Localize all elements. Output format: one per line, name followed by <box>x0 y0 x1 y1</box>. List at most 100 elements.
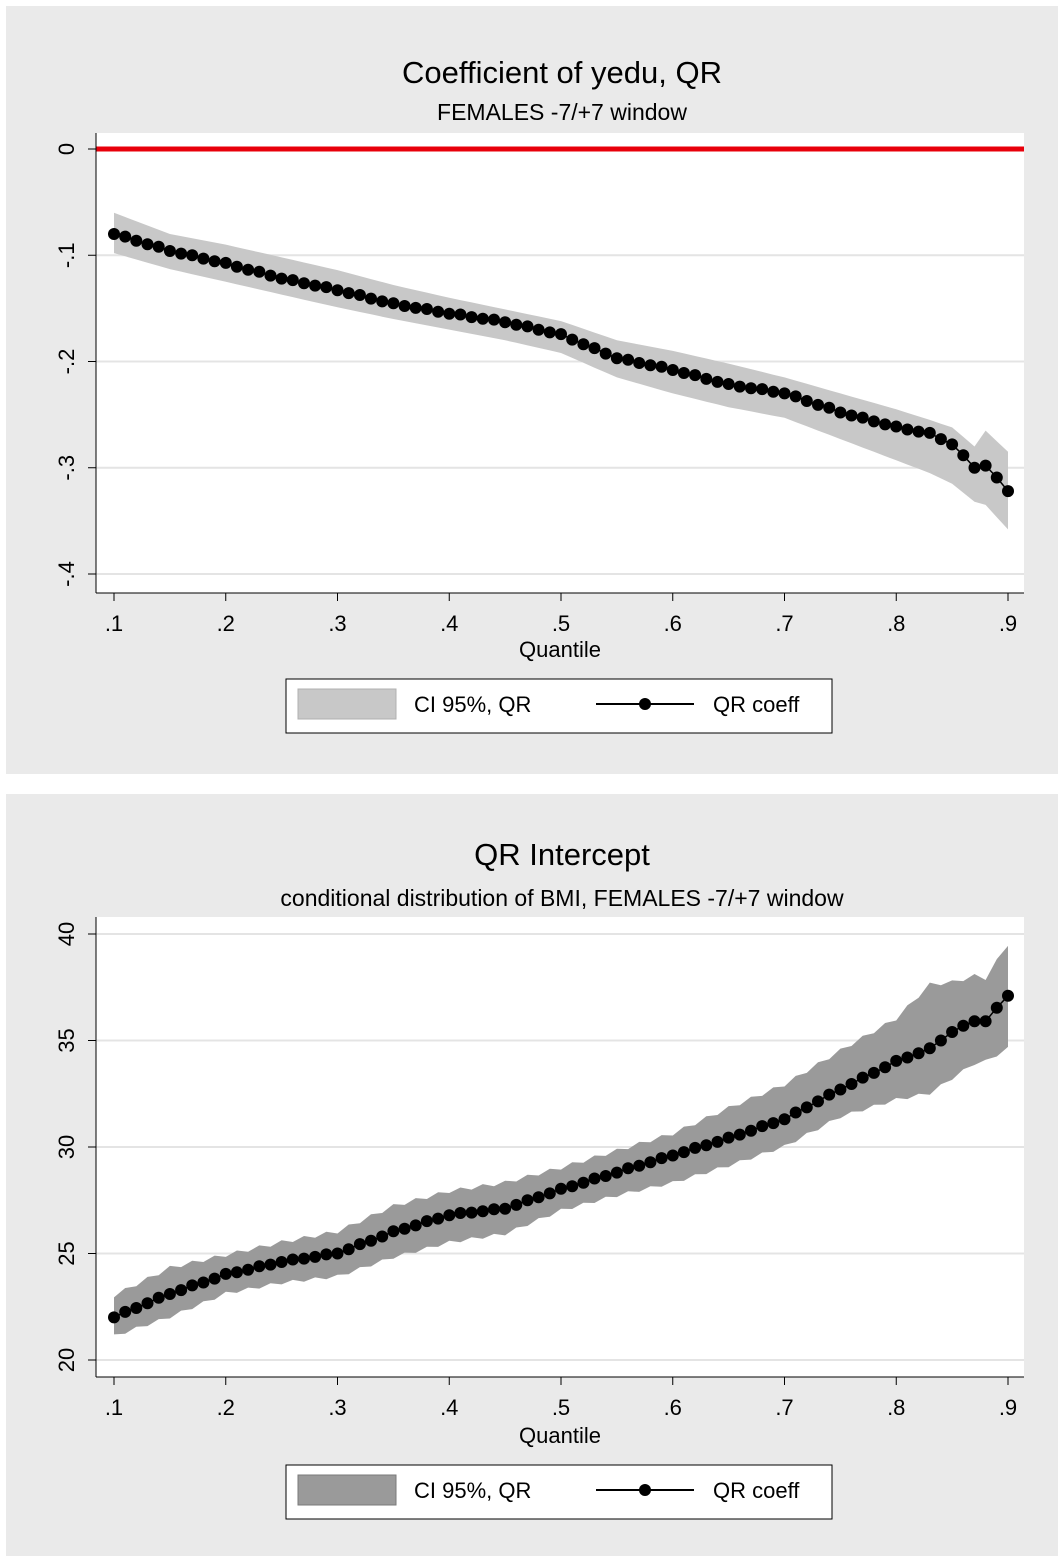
data-point <box>812 398 824 411</box>
data-point <box>823 1088 836 1101</box>
data-point <box>867 1066 880 1079</box>
data-point <box>789 1106 802 1119</box>
data-point <box>812 1095 824 1108</box>
data-point <box>219 1267 232 1280</box>
x-tick-label: .5 <box>552 1395 570 1420</box>
chart-panel-intercept: QR Intercept conditional distribution of… <box>6 794 1058 1556</box>
y-tick-label: -.3 <box>54 455 79 481</box>
data-point <box>141 238 154 251</box>
data-point <box>309 1250 322 1263</box>
data-point <box>420 303 433 315</box>
data-point <box>521 1194 534 1207</box>
data-point <box>789 390 802 403</box>
data-point <box>309 279 322 292</box>
data-point <box>577 1176 590 1189</box>
data-point <box>197 252 210 265</box>
data-point <box>745 1124 757 1137</box>
data-point <box>488 1203 500 1216</box>
data-point <box>957 449 970 462</box>
data-point <box>677 1146 690 1159</box>
data-point <box>834 406 847 419</box>
data-point <box>130 1302 143 1314</box>
data-point <box>566 333 579 346</box>
data-point <box>108 1311 120 1324</box>
data-point <box>454 308 467 321</box>
y-tick-label: -.2 <box>54 349 79 375</box>
data-point <box>532 323 545 336</box>
data-point <box>767 385 780 398</box>
data-point <box>298 277 310 290</box>
data-point <box>353 1238 366 1251</box>
data-point <box>186 249 199 262</box>
data-point <box>912 1047 925 1060</box>
data-point <box>666 364 679 376</box>
data-point <box>465 311 478 324</box>
data-point <box>666 1149 679 1162</box>
x-tick-label: .8 <box>887 611 905 636</box>
data-point <box>622 353 635 366</box>
data-point <box>208 255 221 268</box>
data-point <box>152 1291 165 1304</box>
data-point <box>175 247 188 260</box>
data-point <box>353 289 366 301</box>
data-point <box>465 1206 478 1219</box>
data-point <box>342 287 355 300</box>
legend-band-label: CI 95%, QR <box>414 1478 531 1503</box>
data-point <box>655 1152 668 1165</box>
data-point <box>253 265 266 278</box>
data-point <box>219 256 232 269</box>
x-tick-label: .2 <box>217 1395 235 1420</box>
x-tick-label: .2 <box>217 611 235 636</box>
data-point <box>677 367 690 379</box>
y-tick-label: -.1 <box>54 242 79 268</box>
legend: CI 95%, QR QR coeff <box>285 678 833 734</box>
data-point <box>443 1209 456 1222</box>
data-point <box>834 1083 847 1096</box>
legend-line-label: QR coeff <box>713 692 800 717</box>
data-point <box>700 372 713 385</box>
data-point <box>689 369 702 382</box>
data-point <box>733 1128 746 1141</box>
data-point <box>879 418 892 431</box>
data-point <box>186 1279 199 1292</box>
data-point <box>990 471 1003 484</box>
chart-subtitle: conditional distribution of BMI, FEMALES… <box>280 885 844 911</box>
y-tick-label: 25 <box>54 1241 79 1265</box>
data-point <box>890 420 903 433</box>
data-point <box>979 459 992 472</box>
data-point <box>644 359 657 372</box>
data-point <box>644 1156 657 1169</box>
data-point <box>175 1284 188 1297</box>
data-point <box>420 1215 433 1228</box>
data-point <box>700 1139 713 1152</box>
legend-marker <box>639 698 651 710</box>
chart-panel-yedu: Coefficient of yedu, QR FEMALES -7/+7 wi… <box>6 6 1058 774</box>
data-point <box>622 1162 635 1175</box>
x-tick-label: .9 <box>999 1395 1017 1420</box>
data-point <box>476 1205 489 1218</box>
data-point <box>163 245 176 257</box>
legend-band-label: CI 95%, QR <box>414 692 531 717</box>
y-tick-label: 35 <box>54 1028 79 1052</box>
data-point <box>845 1078 858 1090</box>
data-point <box>733 380 746 393</box>
data-point <box>152 240 165 253</box>
data-point <box>387 297 400 310</box>
data-point <box>432 305 445 318</box>
data-point <box>856 1071 869 1084</box>
data-point <box>599 1170 612 1182</box>
data-point <box>543 1187 556 1200</box>
data-point <box>286 274 299 287</box>
data-point <box>409 301 422 314</box>
data-point <box>823 401 836 414</box>
data-point <box>555 328 567 341</box>
data-point <box>365 1234 377 1247</box>
x-axis-label: Quantile <box>519 637 601 662</box>
x-tick-label: .3 <box>328 611 346 636</box>
data-point <box>711 375 724 388</box>
chart-subtitle: FEMALES -7/+7 window <box>437 99 687 125</box>
data-point <box>197 1276 210 1289</box>
data-point <box>476 312 489 325</box>
chart-yedu-coefficient: Coefficient of yedu, QR FEMALES -7/+7 wi… <box>54 55 1024 734</box>
data-point <box>890 1054 903 1067</box>
